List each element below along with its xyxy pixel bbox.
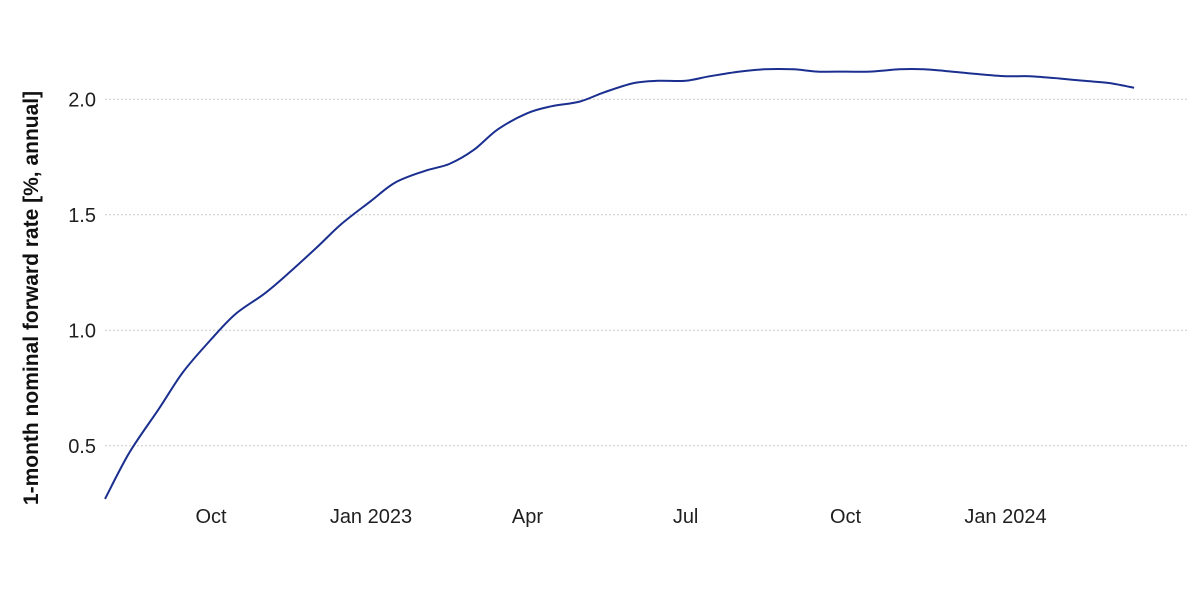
gridlines <box>105 98 1188 447</box>
y-tick-label: 1.0 <box>68 320 96 342</box>
x-tick-label: Oct <box>830 506 862 528</box>
y-tick-label: 2.0 <box>68 89 96 111</box>
x-tick-label: Oct <box>195 506 227 528</box>
y-axis-ticks: 0.5 1.0 1.5 2.0 <box>68 89 96 458</box>
series-line <box>104 68 1135 500</box>
series-group <box>104 68 1135 500</box>
x-axis-ticks: Oct Jan 2023 Apr Jul Oct Jan 2024 <box>195 506 1046 528</box>
x-tick-label: Jan 2024 <box>964 506 1046 528</box>
y-axis-title: 1-month nominal forward rate [%, annual] <box>20 91 43 505</box>
y-tick-label: 1.5 <box>68 205 96 227</box>
y-tick-label: 0.5 <box>68 436 96 458</box>
x-tick-label: Jan 2023 <box>330 506 412 528</box>
x-tick-label: Jul <box>673 506 699 528</box>
x-tick-label: Apr <box>512 506 543 528</box>
